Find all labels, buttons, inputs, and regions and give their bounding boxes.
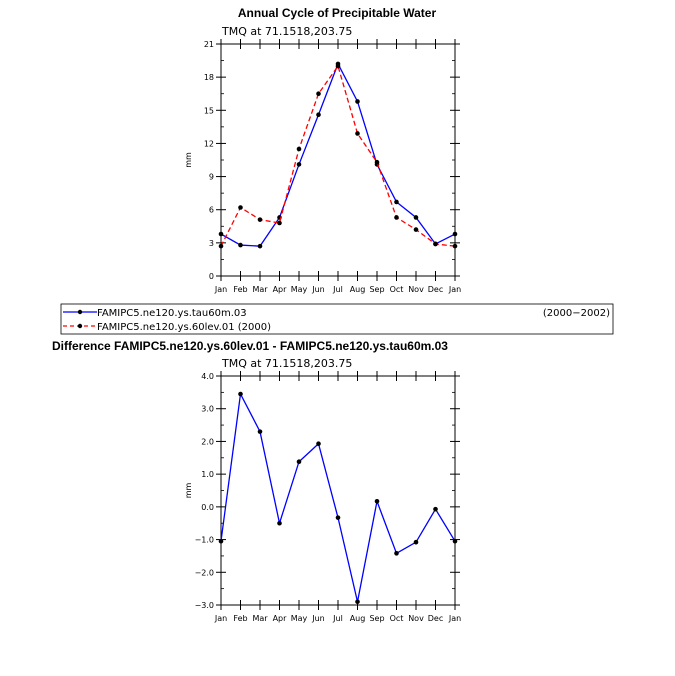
chart1-xtick-label: Dec [428,285,443,294]
legend-marker-series1 [77,309,83,315]
chart2-frame [220,375,456,606]
chart2-series-1-point [394,551,399,556]
chart2-xtick-label: Jun [311,614,325,623]
chart1-xtick-label: Feb [233,285,247,294]
chart2-xtick-label: Dec [428,614,443,623]
chart1-plot: 0 3 6 9 12 15 18 21 Jan Feb Mar Apr May Jun Jul Aug Sep O… [184,39,461,294]
chart1-xtick-label: Sep [369,285,384,294]
chart1-xtick-label: Jan [448,285,461,294]
chart2-xtick-label: Apr [273,614,288,623]
chart1-xtick-label: Nov [408,285,424,294]
chart1-series-1-point [394,199,399,205]
chart1-series-2-point [218,243,224,249]
chart1-ytick-label: 18 [204,73,214,82]
chart2-xtick-label: Aug [350,614,366,623]
chart2-ytick-label: 3.0 [201,405,214,414]
chart1-series-2-point [374,159,380,165]
chart1-ylabel: mm [184,152,193,168]
chart2-plot: −3.0 −2.0 −1.0 0.0 1.0 2.0 3.0 4.0 Jan Feb Mar Apr M… [184,371,461,623]
chart1-series-2-point [296,146,302,152]
chart1-series-2-point [355,131,360,136]
chart1-title: Annual Cycle of Precipitable Water [238,6,437,20]
chart1-xtick-label: Apr [273,285,288,294]
chart2-series-1-point [433,506,438,512]
chart1-ytick-label: 0 [209,272,214,281]
chart1-series-2-point [238,205,243,210]
chart2-series-1-point [316,441,321,447]
chart1-frame [220,43,456,277]
chart2-xtick-label: Jul [332,614,343,623]
chart2-xtick-label: Feb [233,614,247,623]
chart1-series-1-point [218,231,224,237]
chart2-xtick-label: Oct [390,614,404,623]
legend-period: (2000−2002) [543,308,610,319]
chart1-ytick-label: 15 [204,106,214,115]
chart1-series-1-point [316,112,321,118]
chart1-xtick-label: Jun [311,285,325,294]
chart2-series-1-point [296,459,302,465]
chart1-series-2-point [316,91,321,97]
chart2-series-1-point [277,520,282,526]
chart1-ytick-label: 3 [209,239,214,248]
chart1-series-2-point [394,215,399,220]
chart1-series-1-point [296,162,302,167]
chart1-series-2-line [220,64,456,247]
chart2-series-1-point [355,599,360,605]
chart2-ytick-label: 2.0 [201,437,214,446]
chart1-ytick-label: 9 [209,173,214,182]
chart2-subtitle: TMQ at 71.1518,203.75 [221,357,352,370]
chart2-series-1-point [413,539,419,545]
chart2-xtick-label: Sep [369,614,384,623]
chart2-ytick-label: −3.0 [195,601,214,610]
chart2-ytick-label: 0.0 [201,503,214,512]
chart1-series-1-point [257,243,263,249]
chart1-series-1-point [355,99,360,104]
chart2-series-1-point [452,538,458,544]
chart2-series-1-point [374,498,380,504]
chart2-ytick-label: 1.0 [201,470,214,479]
chart1-series-2-point [257,217,263,222]
legend-label-series1: FAMIPC5.ne120.ys.tau60m.03 [97,308,247,319]
legend-marker-series2 [77,323,83,329]
chart2-ytick-label: −2.0 [195,568,214,577]
chart1-subtitle: TMQ at 71.1518,203.75 [221,25,352,38]
chart1-series-2-point [335,63,341,69]
chart1-xtick-label: Jul [332,285,343,294]
chart1-series-1-point [452,231,458,237]
chart1-series-2-point [433,241,438,247]
chart2-series-1-point [218,538,224,544]
chart2-xtick-label: Jan [214,614,227,623]
chart1-xtick-label: Jan [214,285,227,294]
chart1-series-2-point [277,220,282,226]
chart1-ytick-label: 21 [204,40,214,49]
chart2-series-1-point [238,391,243,397]
legend-label-series2: FAMIPC5.ne120.ys.60lev.01 (2000) [97,322,271,333]
chart2-series-1-line [220,391,456,602]
chart1-xtick-label: Aug [350,285,366,294]
chart2-xtick-label: Jan [448,614,461,623]
chart2-series-1-point [257,429,263,434]
legend-frame [60,303,614,335]
legend: FAMIPC5.ne120.ys.tau60m.03 FAMIPC5.ne120… [60,303,614,335]
chart1-xtick-label: May [291,285,308,294]
chart2-xtick-label: May [291,614,308,623]
chart1-series-2-point [452,243,458,249]
chart1-ytick-label: 6 [209,206,214,215]
chart1-xtick-label: Mar [252,285,268,294]
chart1-series-1-line [220,62,456,247]
chart2-title: Difference FAMIPC5.ne120.ys.60lev.01 - F… [52,339,448,353]
chart2-ylabel: mm [184,483,193,499]
chart1-series-1-point [413,215,419,220]
chart1-xtick-label: Oct [390,285,404,294]
chart1-series-1-point [238,242,243,248]
chart2-series-1-point [335,515,341,520]
chart2-xtick-label: Mar [252,614,268,623]
chart2-ytick-label: 4.0 [201,372,214,381]
chart1-ytick-label: 12 [204,139,214,148]
chart2-ytick-label: −1.0 [195,536,214,545]
chart2-xtick-label: Nov [408,614,424,623]
chart1-series-2-point [413,227,419,232]
